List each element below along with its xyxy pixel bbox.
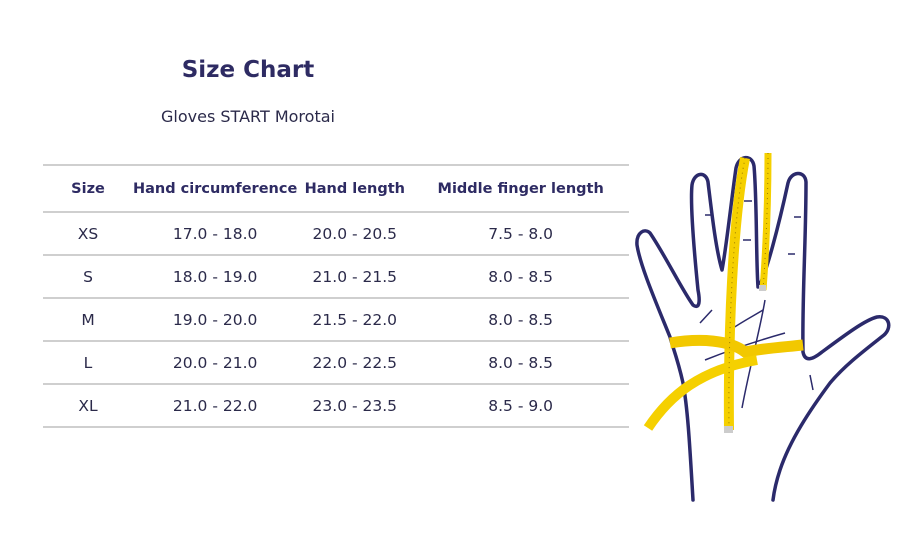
cell-hand-circumference: 20.0 - 21.0: [133, 340, 298, 384]
header-middle-finger-length: Middle finger length: [412, 164, 629, 212]
cell-size: XS: [43, 211, 133, 255]
cell-hand-length: 20.0 - 20.5: [297, 211, 413, 255]
header-hand-length: Hand length: [297, 164, 413, 212]
cell-hand-length: 21.5 - 22.0: [297, 297, 413, 341]
cell-size: S: [43, 254, 133, 298]
table-row: XS 17.0 - 18.0 20.0 - 20.5 7.5 - 8.0: [43, 211, 629, 255]
cell-hand-length: 22.0 - 22.5: [297, 340, 413, 384]
cell-hand-circumference: 21.0 - 22.0: [133, 383, 298, 428]
cell-middle-finger-length: 8.0 - 8.5: [412, 254, 629, 298]
cell-middle-finger-length: 8.0 - 8.5: [412, 340, 629, 384]
size-table: Size Hand circumference Hand length Midd…: [43, 164, 629, 428]
page-title: Size Chart: [181, 57, 315, 83]
cell-hand-circumference: 19.0 - 20.0: [133, 297, 298, 341]
cell-middle-finger-length: 8.5 - 9.0: [412, 383, 629, 428]
table-row: M 19.0 - 20.0 21.5 - 22.0 8.0 - 8.5: [43, 297, 629, 341]
cell-hand-circumference: 17.0 - 18.0: [133, 211, 298, 255]
hand-outline: [635, 155, 891, 502]
header-size: Size: [43, 164, 133, 212]
cell-hand-circumference: 18.0 - 19.0: [133, 254, 298, 298]
cell-hand-length: 21.0 - 21.5: [297, 254, 413, 298]
cell-size: M: [43, 297, 133, 341]
product-name: Gloves START Morotai: [161, 107, 335, 126]
cell-size: XL: [43, 383, 133, 428]
cell-middle-finger-length: 7.5 - 8.0: [412, 211, 629, 255]
cell-hand-length: 23.0 - 23.5: [297, 383, 413, 428]
measuring-tapes: [643, 152, 804, 433]
table-row: L 20.0 - 21.0 22.0 - 22.5 8.0 - 8.5: [43, 340, 629, 384]
cell-size: L: [43, 340, 133, 384]
table-row: S 18.0 - 19.0 21.0 - 21.5 8.0 - 8.5: [43, 254, 629, 298]
table-header-row: Size Hand circumference Hand length Midd…: [43, 164, 629, 212]
cell-middle-finger-length: 8.0 - 8.5: [412, 297, 629, 341]
header-hand-circumference: Hand circumference: [133, 164, 298, 212]
table-row: XL 21.0 - 22.0 23.0 - 23.5 8.5 - 9.0: [43, 383, 629, 428]
